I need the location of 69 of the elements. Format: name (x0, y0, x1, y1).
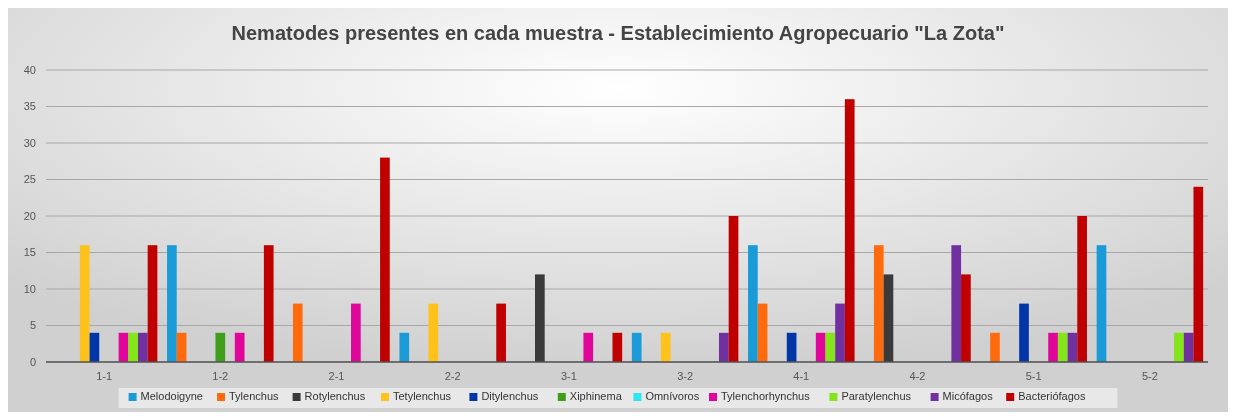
legend-label: Xiphinema (569, 390, 623, 402)
bar (844, 99, 855, 362)
bar (883, 274, 894, 362)
y-tick-label: 10 (23, 282, 36, 295)
bar (748, 245, 758, 362)
bar (399, 332, 410, 362)
bar (137, 332, 148, 362)
bar (757, 303, 768, 362)
x-tick-label: 2-2 (444, 370, 461, 382)
bar (631, 332, 642, 362)
bar (660, 332, 671, 362)
bar (1077, 216, 1087, 362)
bar (990, 332, 1000, 362)
y-tick-label: 15 (23, 246, 36, 259)
chart-title: Nematodes presentes en cada muestra - Establecimiento Agropecuario "La Zota" (231, 22, 1005, 44)
legend-label: Melodoigyne (140, 390, 203, 402)
x-tick-label: 2-1 (328, 370, 345, 382)
bar (1019, 303, 1029, 362)
x-tick-label: 5-1 (1025, 370, 1042, 382)
x-tick-label: 4-1 (793, 370, 810, 382)
legend-label: Paratylenchus (841, 390, 912, 402)
bar (496, 303, 506, 362)
x-tick-label: 4-2 (909, 370, 926, 382)
bar (380, 157, 390, 362)
y-tick-label: 35 (23, 100, 36, 113)
bar (583, 332, 594, 362)
bar (351, 303, 361, 362)
bar (147, 245, 158, 362)
y-tick-label: 20 (23, 209, 36, 222)
y-tick-label: 0 (29, 355, 36, 368)
y-tick-label: 30 (23, 136, 36, 149)
bar (234, 332, 245, 362)
bar (728, 216, 739, 362)
bar (815, 332, 826, 362)
legend-label: Tylenchorhynchus (721, 390, 811, 402)
legend-label: Rotylenchus (304, 390, 366, 402)
legend-label: Tylenchus (229, 390, 280, 402)
x-tick-label: 1-1 (96, 370, 113, 382)
y-tick-label: 25 (23, 173, 36, 186)
bar (263, 245, 274, 362)
bar (873, 245, 884, 362)
bar (79, 245, 90, 362)
y-tick-label: 40 (23, 63, 36, 76)
bar (1057, 332, 1068, 362)
bar (215, 332, 226, 362)
legend-label: Micófagos (942, 390, 994, 402)
bar (1193, 186, 1204, 362)
bar (428, 303, 439, 362)
legend-label: Ditylenchus (481, 390, 539, 402)
bar (835, 303, 845, 362)
bar (1174, 332, 1184, 362)
bar (167, 245, 177, 362)
legend-label: Tetylenchus (393, 390, 452, 402)
bar (951, 245, 962, 362)
bar (292, 303, 303, 362)
bar (128, 332, 138, 362)
bar (961, 274, 971, 362)
x-tick-label: 3-2 (677, 370, 694, 382)
y-tick-label: 5 (29, 319, 36, 332)
x-tick-label: 3-1 (560, 370, 577, 382)
legend-label: Bacteriófagos (1018, 390, 1086, 402)
bar (1048, 332, 1058, 362)
legend-label: Omnívoros (645, 390, 700, 402)
x-tick-label: 5-2 (1141, 370, 1158, 382)
bar (1096, 245, 1107, 362)
x-tick-label: 1-2 (212, 370, 229, 382)
bar (535, 274, 545, 362)
bar (612, 332, 623, 362)
bar (718, 332, 729, 362)
